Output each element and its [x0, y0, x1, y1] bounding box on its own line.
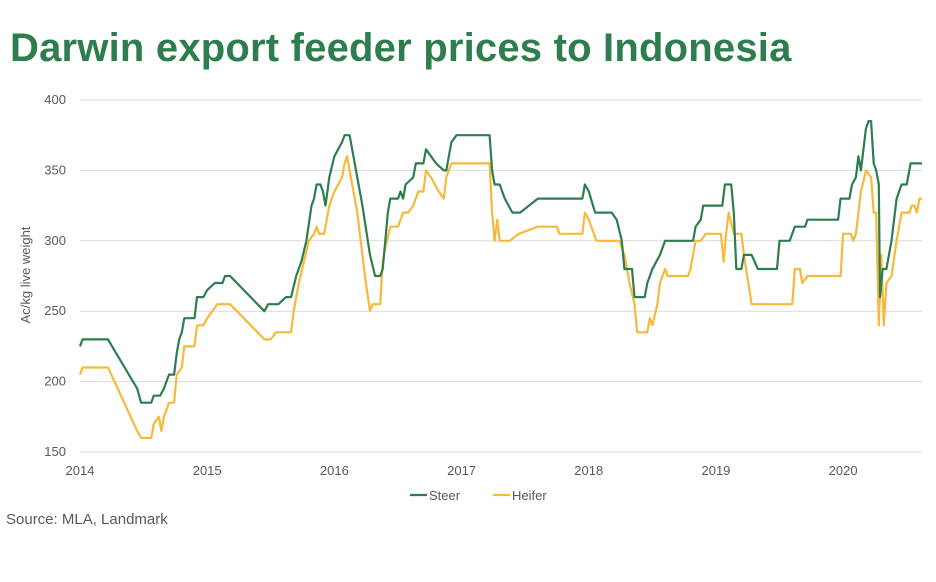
y-tick-label: 250 [44, 303, 66, 318]
series-line-steer [78, 120, 922, 404]
y-tick-label: 200 [44, 374, 66, 389]
y-tick-label: 350 [44, 162, 66, 177]
y-tick-label: 300 [44, 233, 66, 248]
legend-label: Heifer [512, 488, 547, 503]
y-tick-label: 400 [44, 92, 66, 107]
source-note: Source: MLA, Landmark [6, 511, 168, 528]
series-lines [78, 120, 922, 439]
chart-title: Darwin export feeder prices to Indonesia [10, 26, 792, 70]
y-axis-label: Ac/kg live weight [18, 226, 33, 323]
series-line-heifer [78, 155, 922, 439]
legend-item-heifer: Heifer [493, 488, 547, 503]
y-tick-label: 150 [44, 444, 66, 459]
x-axis-ticks: 2014 2015 2016 2017 2018 2019 2020 [66, 463, 858, 478]
x-tick-label: 2016 [320, 463, 349, 478]
x-tick-label: 2019 [701, 463, 730, 478]
legend: Steer Heifer [410, 488, 547, 503]
x-tick-label: 2018 [574, 463, 603, 478]
gridlines [80, 99, 922, 453]
y-axis-ticks: 150 200 250 300 350 400 [44, 92, 66, 459]
x-tick-label: 2020 [829, 463, 858, 478]
legend-label: Steer [429, 488, 461, 503]
legend-item-steer: Steer [410, 488, 461, 503]
x-tick-label: 2015 [193, 463, 222, 478]
x-tick-label: 2017 [447, 463, 476, 478]
x-tick-label: 2014 [66, 463, 95, 478]
